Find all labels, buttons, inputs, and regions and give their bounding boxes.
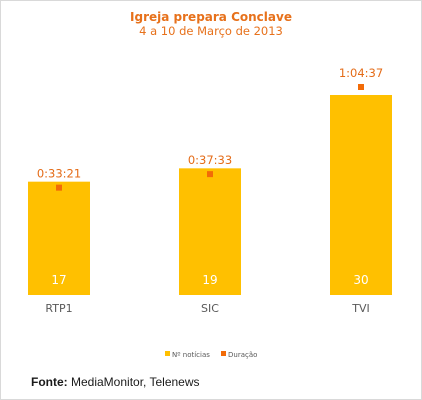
chart-title: Igreja prepara Conclave [130, 10, 292, 24]
legend-label-duracao: Duração [228, 351, 257, 359]
category-label: TVI [351, 302, 370, 315]
category-label: RTP1 [45, 302, 72, 315]
bar-value-label: 19 [202, 273, 217, 287]
plot-area: 17 0:33:21 RTP1 19 0:37:33 SIC 30 1:04:37 TVI [28, 66, 392, 315]
source-note: Fonte: MediaMonitor, Telenews [31, 375, 200, 389]
source-text: MediaMonitor, Telenews [71, 375, 200, 389]
duration-marker [207, 171, 213, 178]
bar-sic [179, 168, 241, 295]
legend: Nº notícias Duração [165, 351, 257, 359]
duration-label: 1:04:37 [339, 66, 383, 80]
bar-value-label: 17 [51, 273, 66, 287]
legend-swatch-duracao [221, 351, 226, 356]
bar-value-label: 30 [353, 273, 368, 287]
category-label: SIC [201, 302, 219, 315]
bar-tvi [330, 95, 392, 295]
legend-swatch-noticias [165, 351, 170, 356]
duration-label: 0:33:21 [37, 167, 81, 181]
legend-label-noticias: Nº notícias [172, 351, 210, 359]
duration-label: 0:37:33 [188, 153, 232, 167]
duration-marker [358, 84, 364, 90]
source-label: Fonte: [31, 375, 68, 389]
bar-rtp1 [28, 181, 90, 295]
chart-subtitle: 4 a 10 de Março de 2013 [139, 24, 283, 38]
duration-marker [56, 184, 62, 191]
